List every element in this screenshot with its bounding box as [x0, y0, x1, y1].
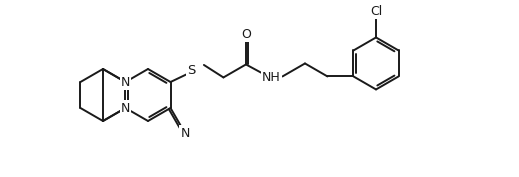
Text: N: N	[121, 101, 130, 115]
Text: NH: NH	[262, 71, 281, 84]
Text: O: O	[241, 28, 251, 41]
Text: N: N	[181, 127, 190, 140]
Text: N: N	[121, 76, 130, 88]
Text: S: S	[187, 64, 196, 77]
Text: Cl: Cl	[370, 5, 382, 18]
